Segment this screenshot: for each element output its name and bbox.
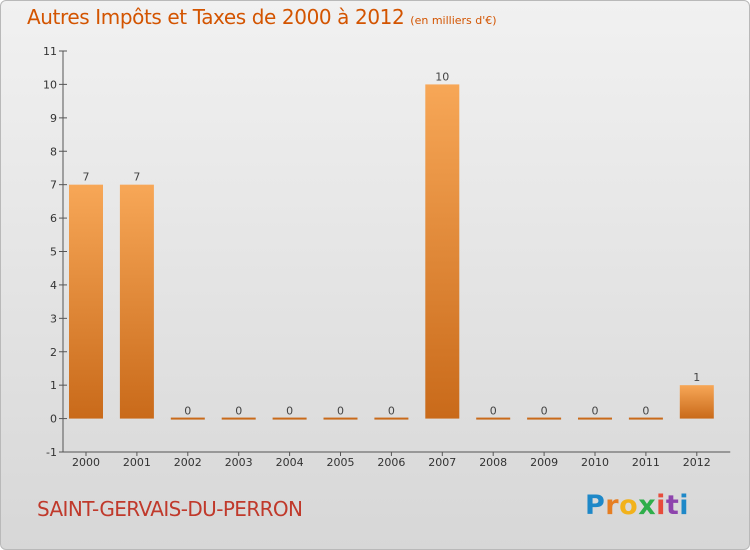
y-tick-label: 0 [50,413,57,426]
commune-name: SAINT-GERVAIS-DU-PERRON [37,497,303,521]
y-tick-label: 2 [50,346,57,359]
y-tick-label: 9 [50,112,57,125]
y-tick-label: -1 [46,446,57,459]
x-tick-label: 2010 [581,456,609,469]
chart-title-text: Autres Impôts et Taxes de 2000 à 2012 [27,5,405,29]
y-tick-label: 6 [50,212,57,225]
bar [272,417,307,420]
data-label: 1 [693,371,700,384]
x-tick-label: 2004 [276,456,304,469]
bar [476,417,511,420]
data-label: 0 [592,405,599,418]
logo-letter: t [665,490,680,521]
y-tick-label: 8 [50,145,57,158]
data-label: 0 [337,405,344,418]
y-tick-label: 7 [50,179,57,192]
bar [679,385,714,419]
x-tick-label: 2007 [428,456,456,469]
bar [119,184,154,419]
chart-title: Autres Impôts et Taxes de 2000 à 2012 (en… [27,5,497,29]
y-tick-label: 1 [50,379,57,392]
data-label: 7 [133,171,140,184]
x-tick-label: 2000 [72,456,100,469]
chart-bars [69,84,714,420]
data-label: 0 [541,405,548,418]
y-tick-label: 11 [43,45,57,58]
data-label: 7 [83,171,90,184]
data-label: 0 [184,405,191,418]
chart-subtitle: (en milliers d'€) [410,14,497,27]
y-tick-label: 5 [50,246,57,259]
bar [527,417,562,420]
bar [221,417,256,420]
bar [170,417,205,420]
data-label: 0 [490,405,497,418]
logo-letter: P [585,490,606,521]
x-tick-label: 2005 [327,456,355,469]
x-tick-label: 2006 [377,456,405,469]
y-tick-label: 10 [43,78,57,91]
y-tick-label: 3 [50,312,57,325]
chart-data-labels: 7 7 0 0 0 0 0 10 0 0 0 0 1 [83,70,701,417]
data-label: 0 [235,405,242,418]
x-tick-label: 2001 [123,456,151,469]
data-label: 0 [642,405,649,418]
x-tick-label: 2012 [683,456,711,469]
y-tick-label: 4 [50,279,57,292]
bar [628,417,663,420]
logo-letter: o [619,490,639,521]
x-tick-label: 2003 [225,456,253,469]
data-label: 0 [286,405,293,418]
bar [374,417,409,420]
bar [69,184,103,419]
bar [425,84,460,419]
x-tick-label: 2011 [632,456,660,469]
logo-letter: i [679,490,690,521]
proxiti-logo[interactable]: Proxiti [585,490,689,521]
logo-letter: x [638,490,657,521]
x-tick-label: 2008 [479,456,507,469]
x-tick-label: 2009 [530,456,558,469]
data-label: 0 [388,405,395,418]
logo-letter: r [605,490,620,521]
bar [323,417,358,420]
data-label: 10 [435,70,449,83]
logo-letter: i [656,490,666,521]
x-tick-label: 2002 [174,456,202,469]
bar [578,417,612,420]
